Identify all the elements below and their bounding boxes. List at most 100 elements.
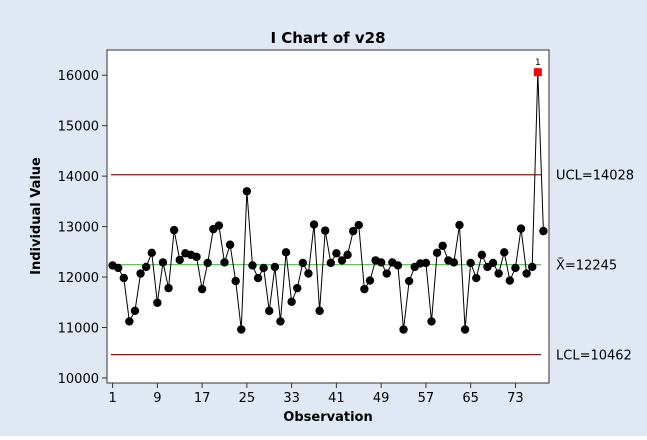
data-point bbox=[130, 306, 140, 316]
y-tick-label: 12000 bbox=[58, 271, 99, 286]
data-point bbox=[449, 258, 459, 267]
x-tick-label: 9 bbox=[153, 391, 161, 406]
data-point bbox=[119, 273, 128, 283]
x-tick-label: 65 bbox=[462, 391, 479, 406]
x-tick-label: 73 bbox=[507, 391, 524, 406]
data-point bbox=[164, 283, 173, 293]
data-point bbox=[522, 269, 531, 278]
data-point bbox=[332, 249, 341, 258]
data-point bbox=[466, 258, 475, 268]
data-point bbox=[203, 258, 212, 268]
y-axis: 10000 11000 12000 13000 14000 15000 16000 bbox=[58, 69, 107, 387]
data-point bbox=[360, 284, 369, 294]
data-point bbox=[175, 255, 184, 265]
data-point bbox=[225, 240, 235, 249]
data-point bbox=[494, 269, 503, 278]
x-tick-label: 57 bbox=[418, 391, 435, 406]
chart-title: I Chart of v28 bbox=[270, 29, 385, 47]
center-label: X̄=12245 bbox=[556, 258, 617, 273]
data-point bbox=[488, 258, 498, 268]
data-point bbox=[293, 283, 302, 293]
data-point bbox=[281, 248, 291, 257]
data-point bbox=[141, 262, 151, 272]
data-point bbox=[528, 262, 537, 272]
data-point bbox=[427, 317, 436, 326]
data-point bbox=[516, 224, 526, 233]
data-point bbox=[259, 263, 268, 273]
data-point bbox=[192, 252, 201, 262]
data-point bbox=[500, 248, 509, 257]
data-point bbox=[309, 220, 319, 229]
plot-area bbox=[106, 49, 550, 384]
data-point bbox=[348, 226, 358, 236]
data-point bbox=[265, 306, 274, 316]
data-point bbox=[147, 248, 156, 258]
x-tick-label: 25 bbox=[239, 391, 256, 406]
data-point bbox=[404, 276, 414, 286]
data-point bbox=[505, 276, 515, 285]
data-point bbox=[304, 269, 313, 278]
data-series bbox=[108, 68, 548, 334]
data-point bbox=[197, 284, 207, 294]
data-point bbox=[248, 261, 257, 270]
data-point bbox=[511, 263, 520, 273]
y-axis-title: Individual Value bbox=[29, 157, 44, 275]
data-point bbox=[220, 258, 229, 267]
y-tick-label: 13000 bbox=[58, 221, 99, 236]
x-tick-label: 49 bbox=[373, 391, 390, 406]
flagged-point bbox=[533, 68, 542, 77]
data-point bbox=[376, 258, 386, 267]
flags: 1 bbox=[535, 58, 541, 68]
data-point bbox=[399, 325, 408, 334]
data-point bbox=[237, 325, 246, 334]
data-point bbox=[113, 263, 123, 273]
data-point bbox=[214, 221, 224, 230]
data-point bbox=[455, 220, 464, 230]
data-point bbox=[326, 258, 335, 268]
data-point bbox=[539, 226, 548, 236]
data-point bbox=[242, 187, 252, 196]
data-point bbox=[253, 273, 263, 283]
x-tick-label: 1 bbox=[108, 391, 116, 406]
data-point bbox=[315, 306, 324, 316]
data-point bbox=[438, 241, 447, 250]
y-tick-label: 16000 bbox=[58, 69, 99, 84]
data-point bbox=[460, 325, 470, 334]
ucl-label: UCL=14028 bbox=[556, 169, 634, 184]
control-limits: UCL=14028 X̄=12245 LCL=10462 bbox=[111, 169, 634, 364]
data-point bbox=[158, 258, 168, 267]
data-point bbox=[337, 256, 347, 265]
data-point bbox=[472, 273, 481, 283]
data-point bbox=[153, 298, 162, 307]
data-point bbox=[432, 248, 442, 258]
data-point bbox=[382, 269, 391, 278]
data-point bbox=[354, 220, 363, 230]
x-axis: 1 9 17 25 33 41 49 57 65 73 bbox=[108, 383, 524, 406]
data-point bbox=[343, 250, 352, 260]
data-point bbox=[421, 258, 431, 268]
y-tick-label: 14000 bbox=[58, 170, 99, 185]
flag-label: 1 bbox=[535, 58, 541, 68]
data-point bbox=[287, 297, 296, 306]
data-point bbox=[365, 276, 375, 285]
data-point bbox=[231, 276, 240, 286]
y-tick-label: 10000 bbox=[58, 372, 99, 387]
data-point bbox=[321, 226, 330, 235]
data-point bbox=[136, 269, 145, 278]
data-point bbox=[393, 261, 403, 270]
data-point bbox=[298, 258, 308, 268]
data-point bbox=[477, 250, 487, 260]
x-tick-label: 17 bbox=[194, 391, 211, 406]
lcl-label: LCL=10462 bbox=[556, 349, 632, 364]
data-point bbox=[125, 317, 134, 326]
y-tick-label: 15000 bbox=[58, 120, 99, 135]
data-point bbox=[270, 262, 280, 272]
y-tick-label: 11000 bbox=[58, 322, 99, 337]
x-tick-label: 33 bbox=[283, 391, 300, 406]
data-point bbox=[169, 225, 179, 235]
x-axis-title: Observation bbox=[283, 410, 372, 425]
x-tick-label: 41 bbox=[328, 391, 345, 406]
data-point bbox=[276, 317, 285, 326]
